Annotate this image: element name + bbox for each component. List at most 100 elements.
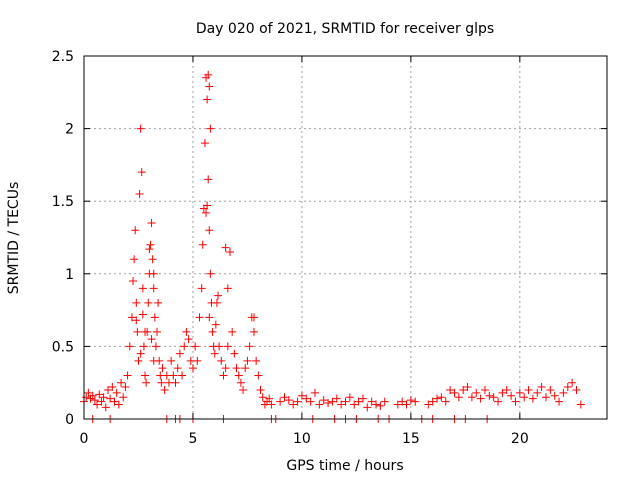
data-point [82, 393, 91, 402]
data-point [507, 391, 516, 400]
data-point [211, 320, 220, 329]
data-point [198, 240, 207, 249]
data-point [134, 356, 143, 365]
data-point [112, 388, 121, 397]
data-point [90, 396, 99, 405]
data-point [149, 269, 158, 278]
data-point [563, 383, 572, 392]
data-point [138, 310, 147, 319]
data-point [188, 364, 197, 373]
data-point [95, 390, 104, 399]
data-point [195, 313, 204, 322]
data-point [214, 291, 223, 300]
x-tick-label: 0 [80, 431, 89, 447]
grid-lines [84, 56, 607, 419]
data-point [297, 391, 306, 400]
y-tick-label: 2.5 [52, 49, 74, 65]
data-point [217, 356, 226, 365]
data-point [498, 388, 507, 397]
data-point [350, 400, 359, 409]
data-point [315, 400, 324, 409]
data-point [200, 139, 209, 148]
data-point [576, 400, 585, 409]
data-point [289, 400, 298, 409]
data-point [180, 342, 189, 351]
data-point [106, 394, 115, 403]
data-point [411, 397, 420, 406]
data-point [267, 400, 276, 409]
data-point [502, 385, 511, 394]
data-point [276, 397, 285, 406]
data-point [241, 364, 250, 373]
data-point [204, 70, 213, 79]
data-point [123, 371, 132, 380]
data-point [137, 168, 146, 177]
data-point [158, 364, 167, 373]
data-point [230, 349, 239, 358]
data-point [114, 400, 123, 409]
data-point [454, 393, 463, 402]
y-tick-label: 0 [65, 412, 74, 428]
data-point [380, 397, 389, 406]
data-point [202, 208, 211, 217]
data-point [568, 378, 577, 387]
data-point [393, 400, 402, 409]
data-point [232, 364, 241, 373]
y-axis-label: SRMTID / TECUs [6, 182, 22, 295]
data-point [84, 388, 93, 397]
data-point [328, 397, 337, 406]
data-point [205, 313, 214, 322]
data-point [191, 342, 200, 351]
data-point [485, 391, 494, 400]
data-point [472, 388, 481, 397]
y-tick-label: 1 [65, 267, 74, 283]
data-point [372, 400, 381, 409]
data-point [550, 391, 559, 400]
data-point [127, 313, 136, 322]
data-point [147, 218, 156, 227]
x-tick-label: 20 [511, 431, 529, 447]
data-point [406, 396, 415, 405]
data-point [345, 393, 354, 402]
data-point [204, 175, 213, 184]
data-point [252, 356, 261, 365]
data-point [131, 226, 140, 235]
data-point [221, 364, 230, 373]
data-point [205, 82, 214, 91]
data-point [103, 385, 112, 394]
data-point [203, 95, 212, 104]
data-point [133, 327, 142, 336]
data-point [141, 327, 150, 336]
data-point [310, 388, 319, 397]
data-point [520, 393, 529, 402]
data-point [132, 316, 141, 325]
y-tick-label: 0.5 [52, 339, 74, 355]
x-axis-label: GPS time / hours [286, 458, 403, 474]
data-point [226, 248, 235, 257]
data-point [182, 327, 191, 336]
data-point [160, 385, 169, 394]
data-point [212, 298, 221, 307]
data-point [148, 255, 157, 264]
data-point [437, 393, 446, 402]
data-point [533, 388, 542, 397]
data-point [215, 342, 224, 351]
data-point [203, 201, 212, 210]
data-point [280, 393, 289, 402]
data-point [157, 378, 166, 387]
data-point [254, 371, 263, 380]
data-point [223, 342, 232, 351]
x-tick-label: 15 [402, 431, 420, 447]
data-point [93, 400, 102, 409]
data-point [467, 393, 476, 402]
data-point [524, 385, 533, 394]
x-axis-ticks: 0 5 10 15 20 [80, 56, 529, 447]
data-point [463, 383, 472, 392]
data-point [97, 397, 106, 406]
data-point [149, 356, 158, 365]
data-point [433, 394, 442, 403]
data-point [175, 349, 184, 358]
data-point [489, 393, 498, 402]
data-point [515, 388, 524, 397]
data-point [145, 245, 154, 254]
